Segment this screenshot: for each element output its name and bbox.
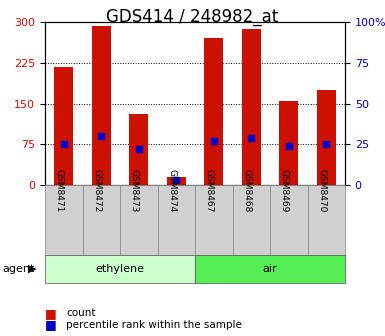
Bar	[45, 185, 82, 255]
Text: GSM8467: GSM8467	[205, 169, 214, 212]
Text: GSM8470: GSM8470	[317, 169, 326, 212]
Text: GDS414 / 248982_at: GDS414 / 248982_at	[106, 8, 279, 27]
Bar	[195, 185, 233, 255]
Point	[98, 133, 104, 139]
Text: air: air	[263, 264, 277, 274]
Text: GSM8474: GSM8474	[167, 169, 176, 212]
Text: GSM8471: GSM8471	[55, 169, 64, 212]
Bar	[157, 185, 195, 255]
Bar	[204, 38, 223, 185]
Text: GSM8468: GSM8468	[242, 169, 251, 212]
Bar	[270, 185, 308, 255]
Text: ethylene: ethylene	[95, 264, 144, 274]
Text: ▶: ▶	[28, 264, 36, 274]
Bar	[280, 101, 298, 185]
Bar	[120, 185, 157, 255]
Point	[136, 146, 142, 152]
Bar	[242, 29, 261, 185]
Point	[61, 141, 67, 147]
Text: ■: ■	[45, 307, 57, 320]
Bar	[233, 185, 270, 255]
Bar	[92, 26, 110, 185]
Bar	[167, 177, 186, 185]
Bar	[82, 185, 120, 255]
Text: agent: agent	[2, 264, 34, 274]
Bar	[195, 255, 345, 283]
Point	[323, 141, 329, 147]
Text: GSM8469: GSM8469	[280, 169, 289, 212]
Bar	[54, 67, 73, 185]
Text: count: count	[66, 308, 96, 318]
Point	[173, 177, 179, 183]
Bar	[129, 114, 148, 185]
Text: GSM8473: GSM8473	[130, 169, 139, 212]
Point	[286, 143, 292, 149]
Bar	[317, 90, 336, 185]
Bar	[308, 185, 345, 255]
Text: ■: ■	[45, 319, 57, 332]
Text: percentile rank within the sample: percentile rank within the sample	[66, 320, 242, 330]
Point	[211, 138, 217, 144]
Text: GSM8472: GSM8472	[92, 169, 101, 212]
Point	[248, 135, 254, 140]
Bar	[45, 255, 195, 283]
